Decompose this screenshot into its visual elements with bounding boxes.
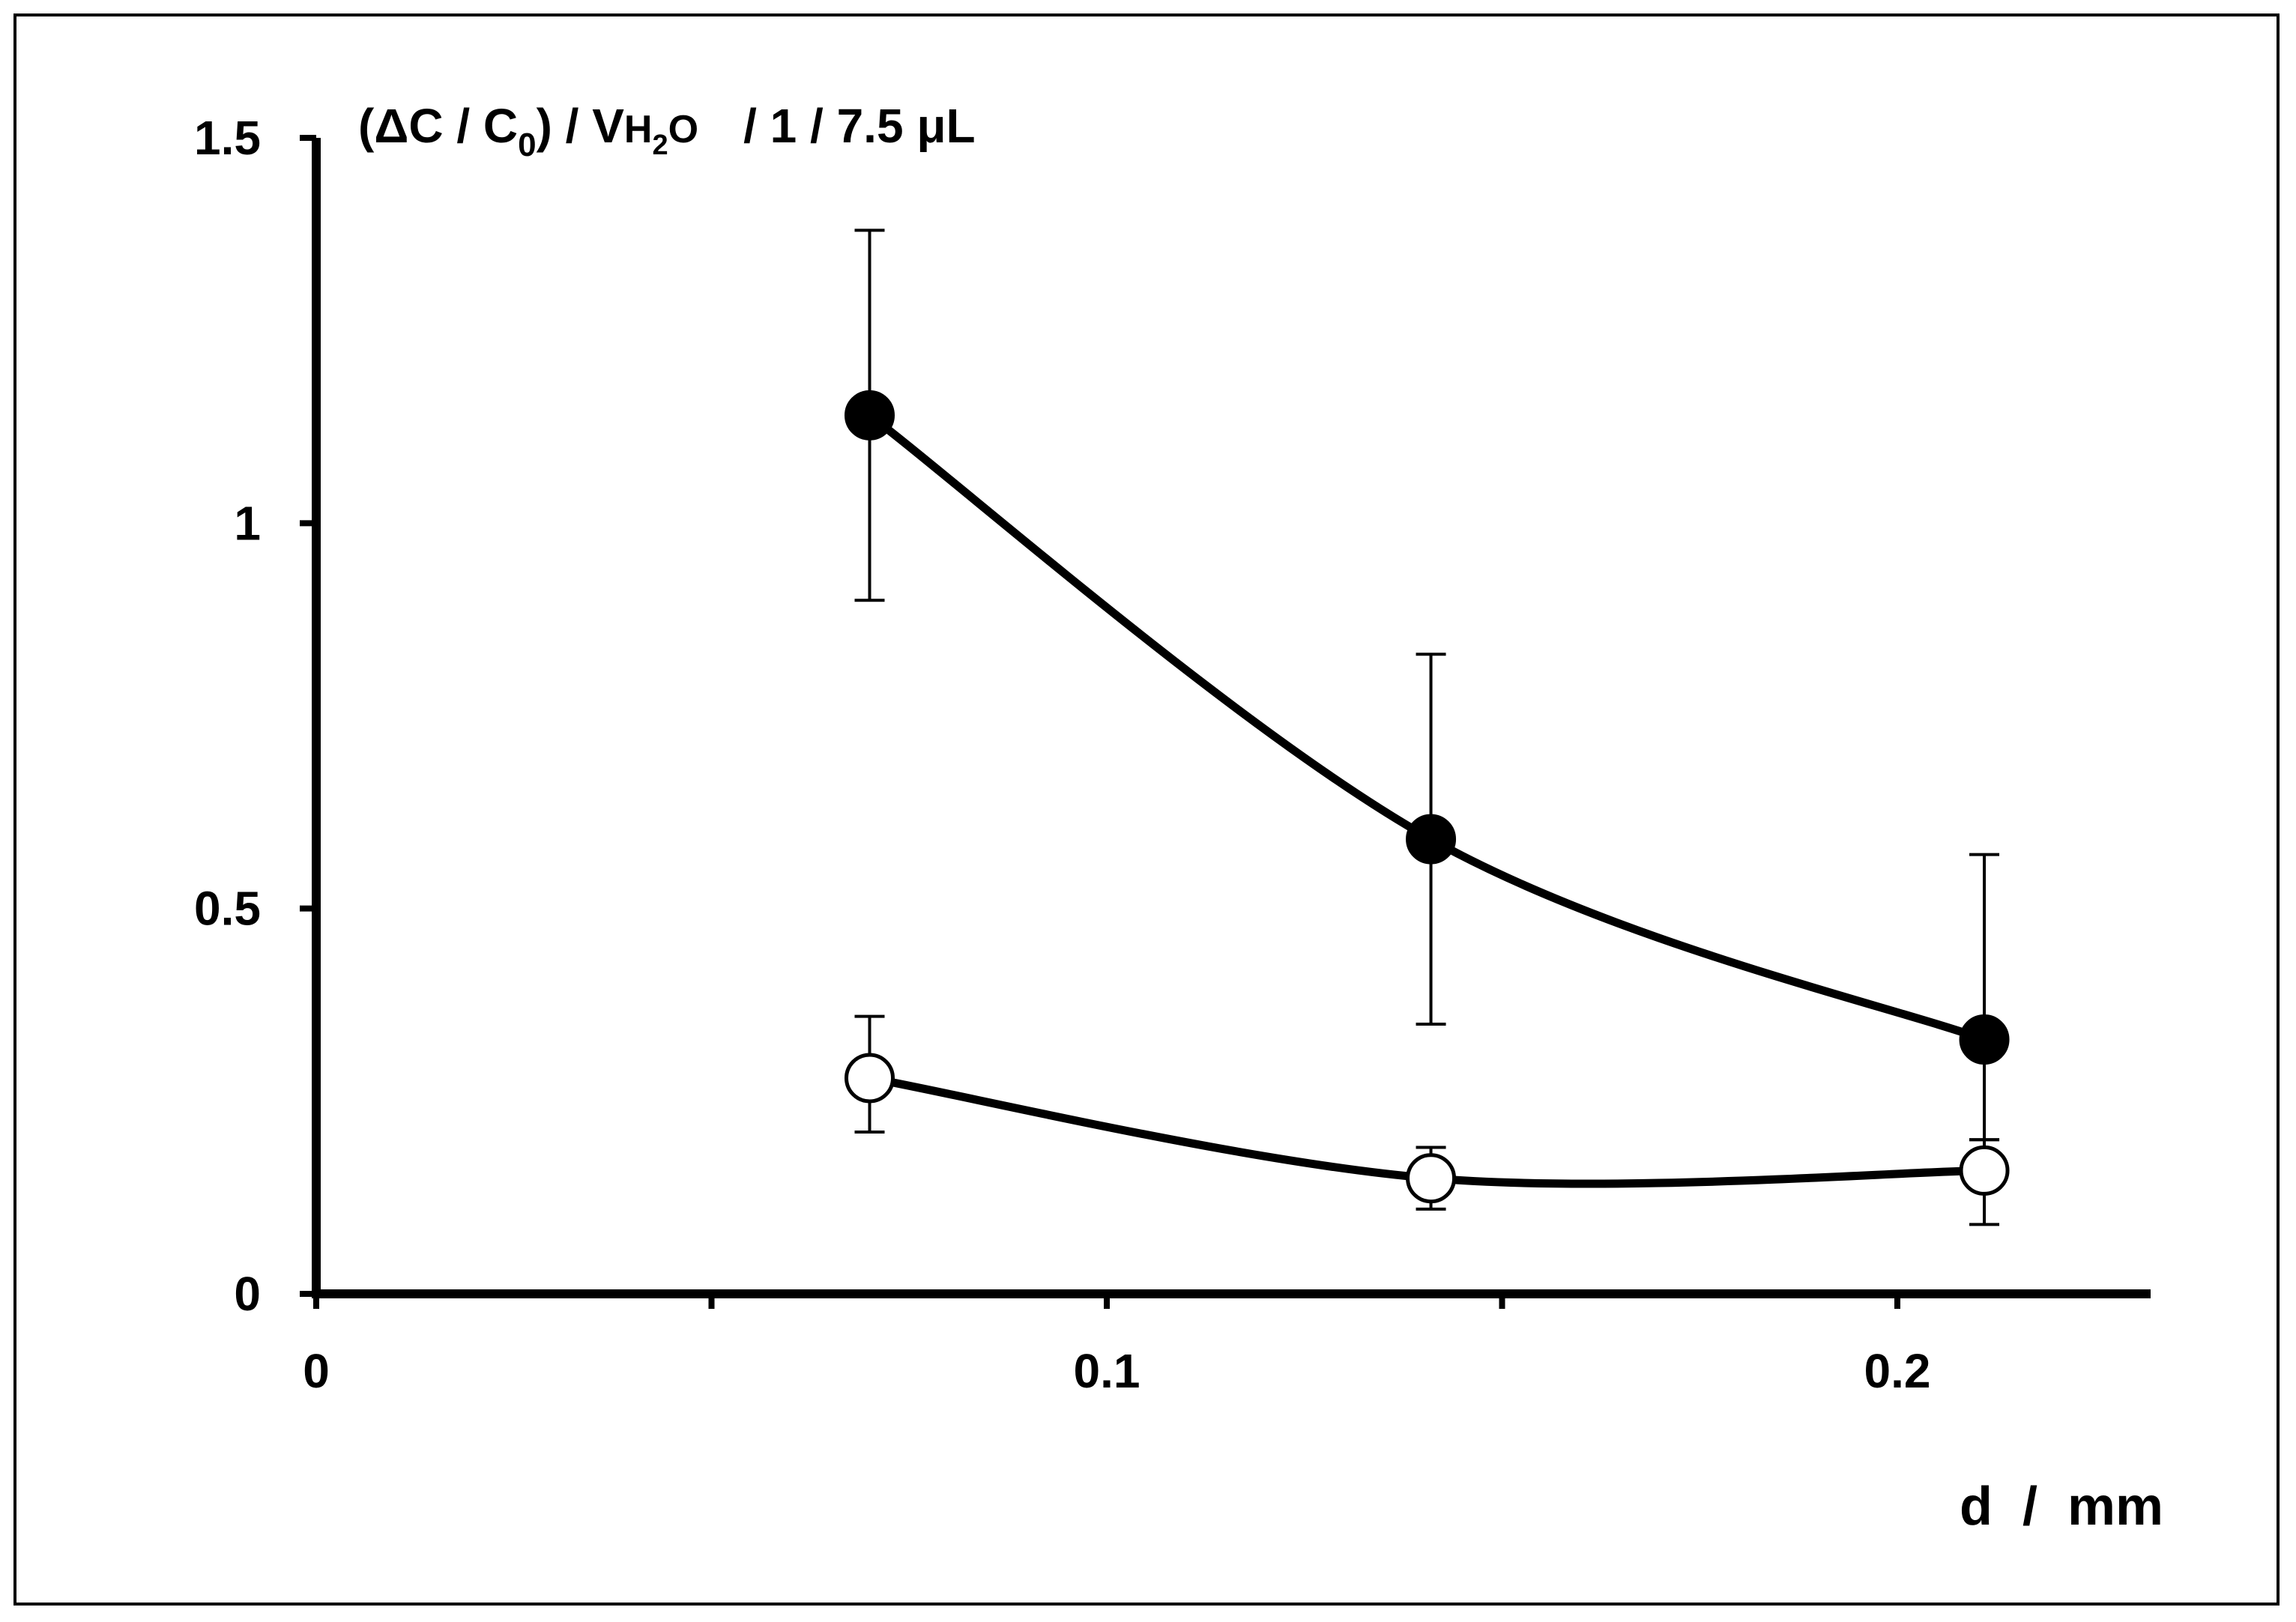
axes [312,137,2151,1298]
open-data-point [1406,1153,1457,1204]
x-tick-label: 0.1 [1074,1344,1141,1398]
data-points [845,390,2010,1204]
y-tick-label: 0.5 [194,882,261,936]
x-tick-label: 0 [303,1344,330,1398]
series-curves [865,411,1989,1188]
y-tick-label: 1 [234,496,261,550]
filled-data-point [845,390,895,441]
error-bars [854,229,2000,1226]
y-tick-label: 0 [234,1267,261,1321]
x-tick-label: 0.2 [1864,1344,1931,1398]
y-axis-label: (ΔC / C0) / VH2O/ 1 / 7.5 μL [358,99,976,163]
figure-frame [13,13,2280,1606]
ticks: 0 0.5 1 1.5 0 0.1 0.2 [194,111,1930,1398]
y-tick-label: 1.5 [194,111,261,165]
x-axis-label: d / mm [1960,1477,2163,1537]
open-data-point [845,1053,895,1104]
filled-data-point [1406,814,1457,865]
series-line-1 [865,411,1989,1044]
open-data-point [1959,1145,2010,1196]
filled-data-point [1959,1014,2010,1065]
